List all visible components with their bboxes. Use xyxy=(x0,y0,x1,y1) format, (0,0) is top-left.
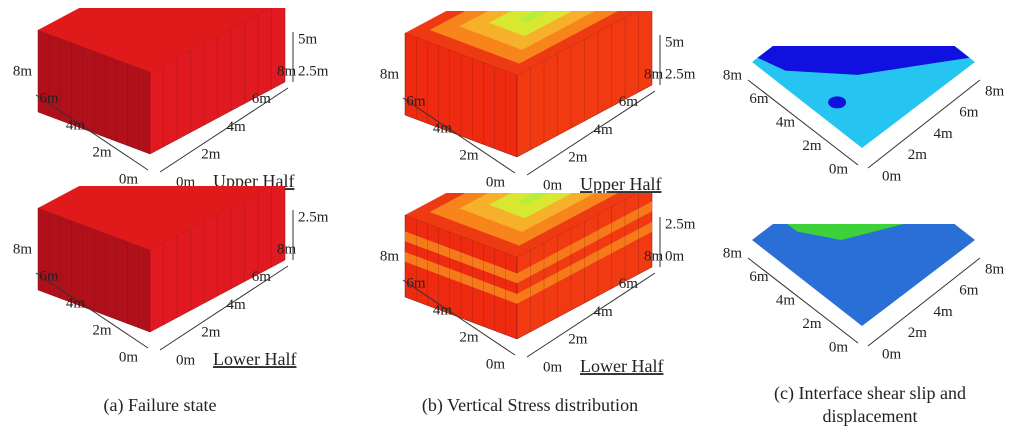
axis-label: 4m xyxy=(594,122,614,138)
axis-label: 2m xyxy=(459,329,479,345)
axis-label: 0m xyxy=(829,339,849,355)
axis-label: 6m xyxy=(749,91,769,107)
axis-label: 8m xyxy=(380,248,400,264)
axis-label: 2m xyxy=(908,325,928,341)
axis-label: 8m xyxy=(644,66,664,82)
axis-label: 2m xyxy=(459,147,479,163)
axis-label: 6m xyxy=(406,275,426,291)
axis-label: 0m xyxy=(543,359,563,375)
axis-label: 2.5m xyxy=(298,209,329,225)
caption: (a) Failure state xyxy=(104,395,217,416)
axis-label: 0m xyxy=(486,174,506,190)
axis-label: 6m xyxy=(252,269,272,285)
axis-label: 2m xyxy=(568,332,588,348)
axis-label: 8m xyxy=(723,245,743,261)
axis-label: 8m xyxy=(644,248,664,264)
axis-label: 2.5m xyxy=(298,63,329,79)
axis-label: 6m xyxy=(619,276,639,292)
axis-label: 6m xyxy=(959,283,979,299)
axis-label: 0m xyxy=(176,352,196,368)
axis-label: 2m xyxy=(802,316,822,332)
axis-label: 2m xyxy=(802,138,822,154)
axis-label: 4m xyxy=(227,119,247,135)
axis-label: 5m xyxy=(298,31,318,47)
axis-label: 0m xyxy=(543,177,563,193)
axis-label: 2m xyxy=(201,147,221,163)
subfigure-label: Lower Half xyxy=(580,356,663,376)
figure: 8m6m4m2m0m0m2m4m6m8m5m2.5mUpper Half8m6m… xyxy=(0,0,1013,434)
axis-label: 6m xyxy=(959,105,979,121)
axis-label: 4m xyxy=(66,117,86,133)
caption: (b) Vertical Stress distribution xyxy=(422,395,638,416)
axis-label: 4m xyxy=(934,304,954,320)
axis-label: 8m xyxy=(985,83,1005,99)
axis-label: 2m xyxy=(92,144,112,160)
axis-label: 8m xyxy=(380,66,400,82)
axis-label: 0m xyxy=(882,346,902,362)
axis-label: 4m xyxy=(433,120,453,136)
axis-label: 0m xyxy=(119,171,139,187)
axis-label: 0m xyxy=(829,161,849,177)
axis-label: 2m xyxy=(908,147,928,163)
axis-label: 6m xyxy=(39,268,59,284)
axis-label: 6m xyxy=(749,269,769,285)
axis-label: 4m xyxy=(776,114,796,130)
axis-label: 5m xyxy=(665,34,685,50)
axis-label: 4m xyxy=(776,292,796,308)
caption: (c) Interface shear slip and xyxy=(774,383,966,404)
axis-label: 8m xyxy=(277,63,297,79)
slip-spot xyxy=(828,96,846,108)
axis-label: 2.5m xyxy=(665,216,696,232)
axis-label: 4m xyxy=(433,302,453,318)
axis-label: 2m xyxy=(568,150,588,166)
failure-zone xyxy=(112,0,257,7)
axis-label: 4m xyxy=(66,295,86,311)
axis-label: 6m xyxy=(406,93,426,109)
axis-label: 2m xyxy=(92,322,112,338)
axis-label: 0m xyxy=(486,356,506,372)
axis-label: 8m xyxy=(723,67,743,83)
axis-label: 6m xyxy=(252,91,272,107)
axis-label: 0m xyxy=(882,168,902,184)
axis-label: 2.5m xyxy=(665,66,696,82)
axis-label: 0m xyxy=(119,349,139,365)
subfigure-label: Lower Half xyxy=(213,349,296,369)
axis-label: 4m xyxy=(594,304,614,320)
caption: displacement xyxy=(823,406,918,426)
axis-label: 4m xyxy=(227,297,247,313)
axis-label: 0m xyxy=(665,248,685,264)
axis-label: 8m xyxy=(13,241,33,257)
axis-label: 8m xyxy=(277,241,297,257)
subfigure-label: Upper Half xyxy=(580,174,661,194)
axis-label: 6m xyxy=(39,90,59,106)
axis-label: 2m xyxy=(201,325,221,341)
axis-label: 8m xyxy=(13,63,33,79)
axis-label: 8m xyxy=(985,261,1005,277)
axis-label: 6m xyxy=(619,94,639,110)
axis-label: 4m xyxy=(934,126,954,142)
